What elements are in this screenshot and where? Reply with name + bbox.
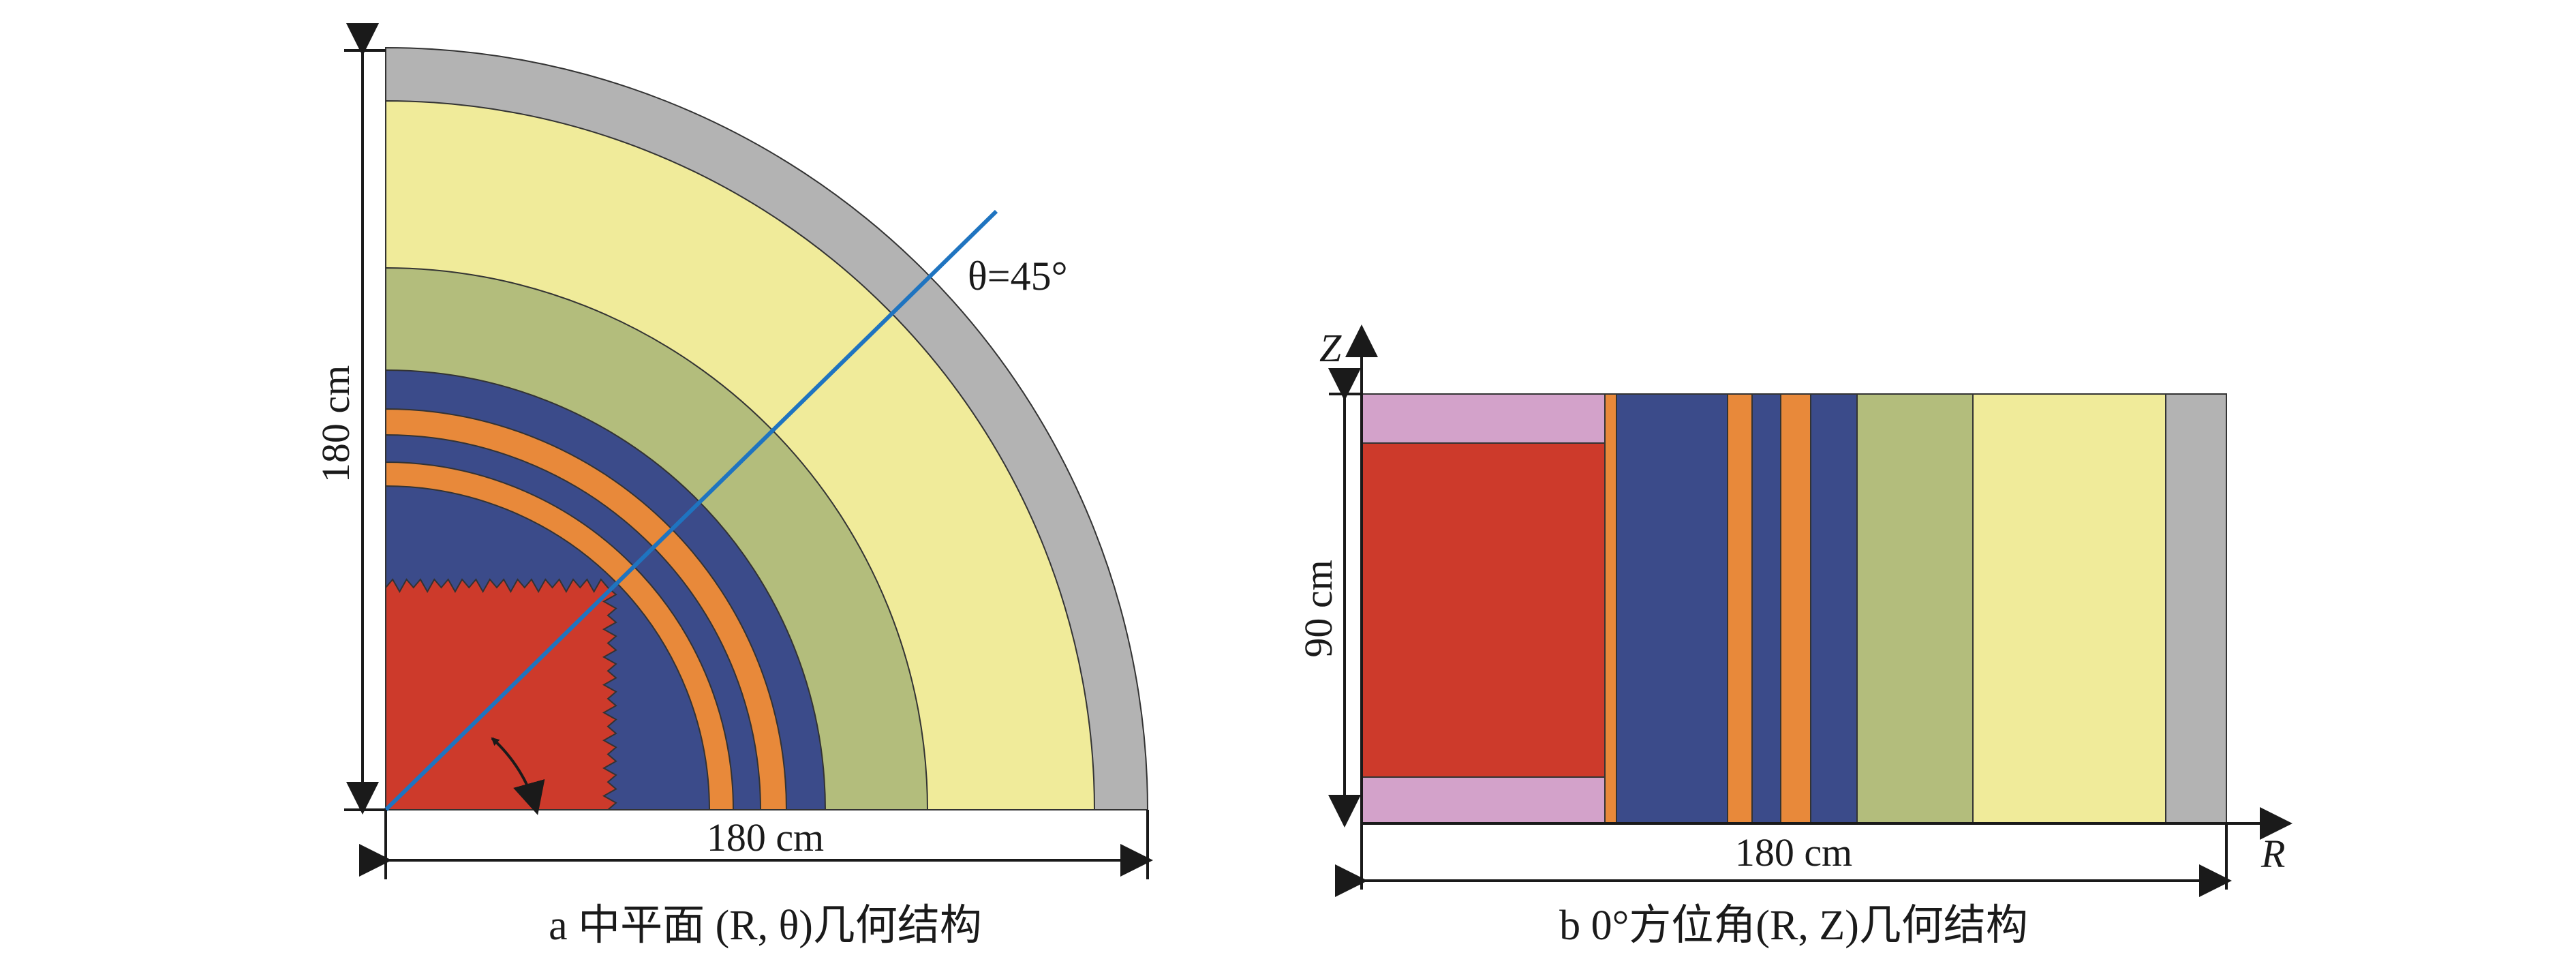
- panel-a: 180 cm 180 cm θ=45° a 中平面 (R, θ)几何结构: [313, 23, 1153, 949]
- panel-b-caption: b 0°方位角(R, Z)几何结构: [1559, 903, 2028, 949]
- panel-b-blue-layer-3: [1810, 393, 1858, 824]
- panel-b-blue-layer-2: [1751, 393, 1781, 824]
- panel-b-grey-layer: [2165, 393, 2227, 824]
- panel-a-caption: a 中平面 (R, θ)几何结构: [549, 903, 982, 949]
- panel-b-yellow-layer: [1972, 393, 2166, 824]
- panel-a-vertical-dimension-label: 180 cm: [313, 365, 358, 483]
- panel-b-pink-top-reflector: [1361, 393, 1606, 444]
- panel-b-regions: [1361, 393, 2227, 824]
- panel-b-r-axis-label: R: [2260, 832, 2285, 876]
- panel-b-horizontal-dimension-label: 180 cm: [1735, 830, 1852, 875]
- panel-b-orange-layer-2: [1727, 393, 1753, 824]
- panel-b-z-axis-label: Z: [1319, 326, 1342, 370]
- panel-b-core-region: [1361, 442, 1606, 778]
- panel-b: Z R 90 cm 180 cm b 0°方位角(R, Z)几何结构: [1296, 324, 2293, 949]
- panel-a-angle-label: θ=45°: [968, 254, 1068, 299]
- panel-a-45deg-line: [384, 209, 998, 812]
- panel-b-orange-layer-3: [1780, 393, 1811, 824]
- panel-b-vertical-dimension-label: 90 cm: [1296, 560, 1340, 657]
- panel-b-blue-blanket-1: [1616, 393, 1728, 824]
- panel-b-orange-layer-1: [1604, 393, 1617, 824]
- panel-b-green-layer: [1856, 393, 1974, 824]
- panel-b-pink-bottom-reflector: [1361, 776, 1606, 824]
- panel-a-horizontal-dimension-label: 180 cm: [707, 815, 824, 860]
